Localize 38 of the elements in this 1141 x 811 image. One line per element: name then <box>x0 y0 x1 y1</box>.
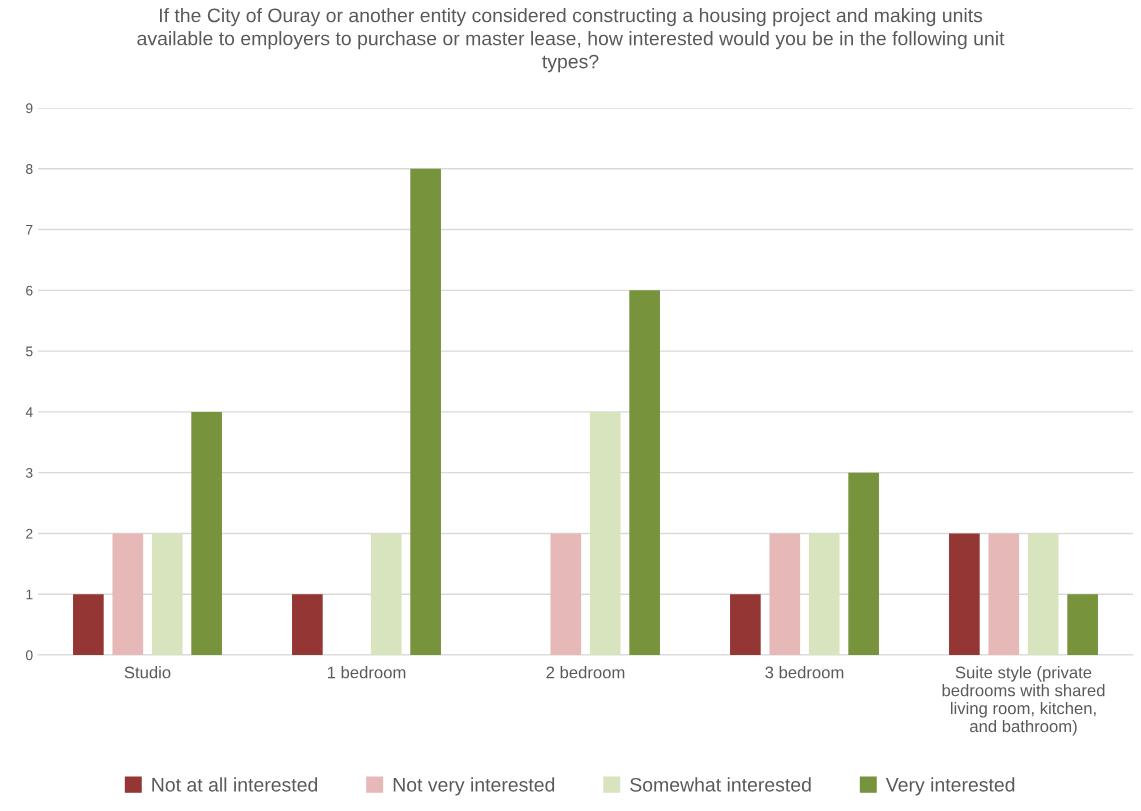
bar <box>629 290 660 655</box>
bar <box>589 411 621 655</box>
bar <box>988 533 1020 655</box>
bar <box>769 533 801 655</box>
y-tick-label: 5 <box>25 346 33 357</box>
bar <box>191 411 222 655</box>
bar <box>292 594 323 655</box>
y-tick-label: 7 <box>26 225 33 235</box>
bar <box>1027 533 1059 655</box>
x-tick-label: 1 bedroom <box>327 666 406 679</box>
y-tick-label: 9 <box>26 103 33 114</box>
bar <box>73 594 104 655</box>
bar <box>730 594 761 655</box>
y-tick-label: 3 <box>25 468 33 478</box>
y-tick-label: 8 <box>26 164 33 174</box>
legend-label: Not at all interested <box>152 777 318 792</box>
bar <box>949 533 980 655</box>
y-tick-label: 1 <box>26 589 33 600</box>
y-tick-label: 6 <box>26 285 33 296</box>
legend-label: Very interested <box>885 777 1015 796</box>
legend-label: Not very interested <box>393 777 555 796</box>
x-tick-label: 2 bedroom <box>546 666 625 679</box>
bar <box>808 533 840 655</box>
x-tick-label: Suite style (private bedrooms with shared living room, kitchen, and bathroom) <box>942 666 1105 736</box>
legend-label: Somewhat interested <box>630 777 811 792</box>
bar <box>151 533 183 655</box>
bar <box>848 472 879 655</box>
bar <box>112 533 144 655</box>
bar <box>410 168 441 655</box>
bar <box>1067 594 1098 655</box>
bar <box>550 533 582 655</box>
chart-title: If the City of Ouray or another entity considered constructing a housing project and making units available to employers to purchase or master lease, how interested would you be in the following unit types? <box>137 8 1005 73</box>
bar <box>370 533 402 655</box>
x-tick-label: Studio <box>124 666 171 679</box>
x-tick-label: 3 bedroom <box>765 666 844 679</box>
y-tick-label: 2 <box>26 528 33 539</box>
y-tick-label: 0 <box>25 650 33 661</box>
y-tick-label: 4 <box>25 407 33 417</box>
